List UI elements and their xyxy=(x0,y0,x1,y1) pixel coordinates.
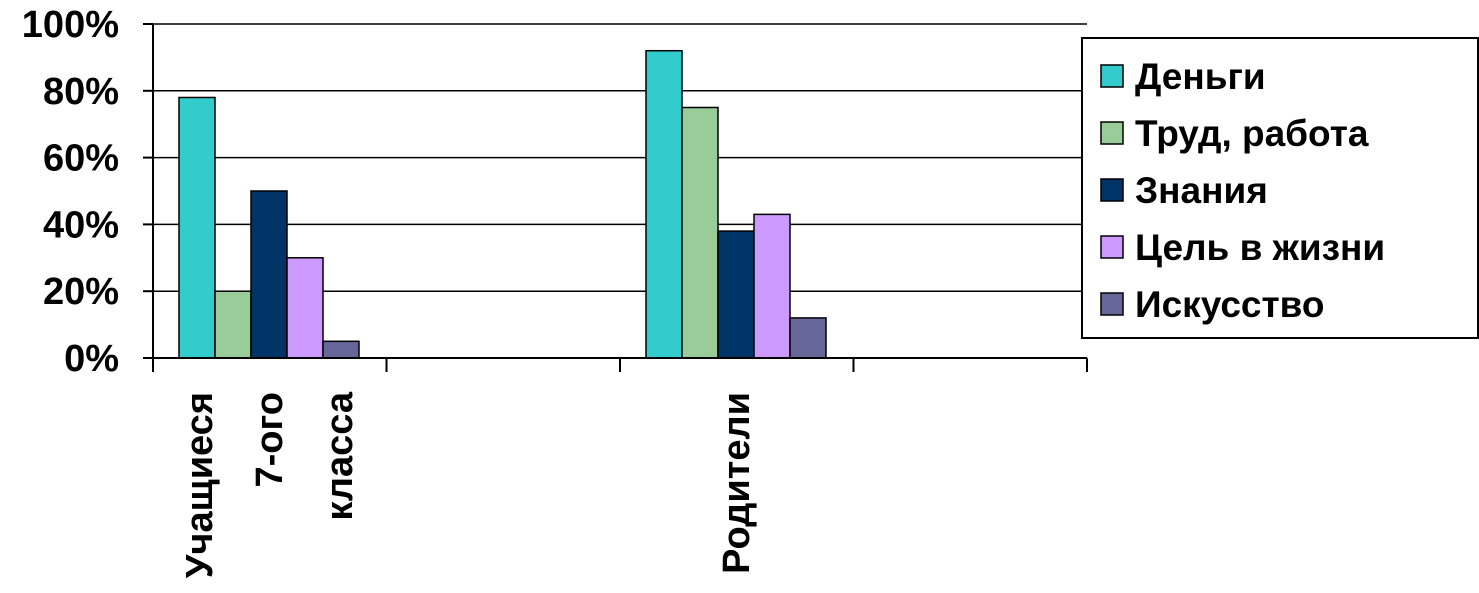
y-tick-label: 40% xyxy=(43,204,119,246)
legend-label: Знания xyxy=(1135,170,1268,211)
bars xyxy=(178,49,827,359)
legend-label: Деньги xyxy=(1135,56,1266,97)
bar xyxy=(681,106,719,359)
legend-swatch xyxy=(1100,292,1124,316)
bar xyxy=(250,190,288,359)
y-axis-tick-labels: 0% 20% 40% 60% 80% 100% xyxy=(22,4,119,380)
x-category-label: 7-ого xyxy=(249,392,291,488)
bar xyxy=(789,317,827,359)
y-tick-label: 20% xyxy=(43,271,119,313)
bar xyxy=(322,340,360,359)
legend-label: Искусство xyxy=(1135,284,1324,325)
legend-label: Цель в жизни xyxy=(1135,227,1385,268)
axes xyxy=(143,23,1088,372)
x-category-label: Родители xyxy=(716,392,758,574)
bar xyxy=(214,290,252,359)
legend-label: Труд, работа xyxy=(1135,113,1369,154)
x-category-label: класса xyxy=(319,391,361,520)
y-tick-label: 0% xyxy=(64,338,119,380)
legend-swatch xyxy=(1100,235,1124,259)
legend-box xyxy=(1081,37,1479,339)
legend: Деньги Труд, работа Знания Цель в жизни Иску… xyxy=(1081,37,1479,339)
x-category-label: Учащиеся xyxy=(179,392,221,578)
x-axis-category-labels: Учащиеся 7-ого класса Родители xyxy=(179,391,758,578)
bar xyxy=(645,49,683,359)
y-tick-label: 100% xyxy=(22,4,119,46)
bar xyxy=(717,230,755,359)
legend-swatch xyxy=(1100,64,1124,88)
y-tick-label: 80% xyxy=(43,71,119,113)
bar xyxy=(753,213,791,359)
bar xyxy=(178,96,216,359)
y-tick-label: 60% xyxy=(43,138,119,180)
bar xyxy=(286,257,324,359)
gridlines xyxy=(153,23,1087,292)
legend-swatch xyxy=(1100,178,1124,202)
legend-swatch xyxy=(1100,121,1124,145)
